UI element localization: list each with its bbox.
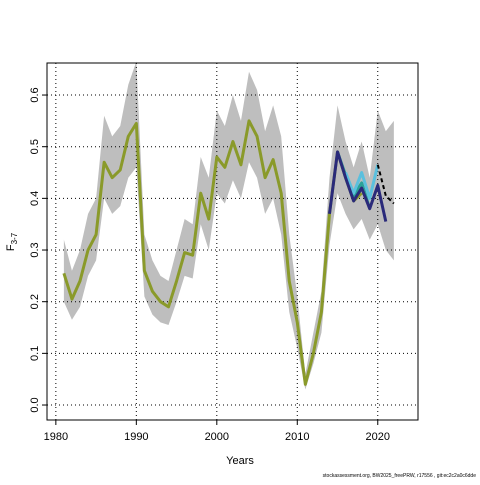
y-axis-label: F3-7	[5, 232, 19, 251]
y-tick-label: 0.5	[29, 139, 41, 154]
y-tick-label: 0.2	[29, 294, 41, 309]
x-axis-label: Years	[226, 455, 254, 467]
plot-frame	[46, 62, 419, 421]
x-tick-label: 1980	[44, 431, 68, 443]
x-tick-label: 2010	[285, 431, 309, 443]
confidence-band	[63, 61, 394, 390]
y-tick-label: 0.4	[29, 191, 41, 206]
y-tick-label: 0.1	[29, 346, 41, 361]
y-label-sub: 3-7	[10, 232, 19, 244]
series-line	[376, 164, 395, 205]
x-tick-label: 2000	[205, 431, 229, 443]
series-line	[327, 150, 388, 222]
y-tick-label: 0.6	[29, 87, 41, 102]
x-tick-label: 1990	[124, 431, 148, 443]
series-line	[62, 119, 363, 386]
y-tick-label: 0.0	[29, 397, 41, 412]
x-tick-label: 2020	[366, 431, 390, 443]
y-label-main: F	[5, 244, 17, 251]
footnote: stockassessment.org, BW2025_freePRW, r17…	[323, 473, 477, 479]
series-line	[344, 164, 380, 200]
y-tick-label: 0.3	[29, 242, 41, 257]
